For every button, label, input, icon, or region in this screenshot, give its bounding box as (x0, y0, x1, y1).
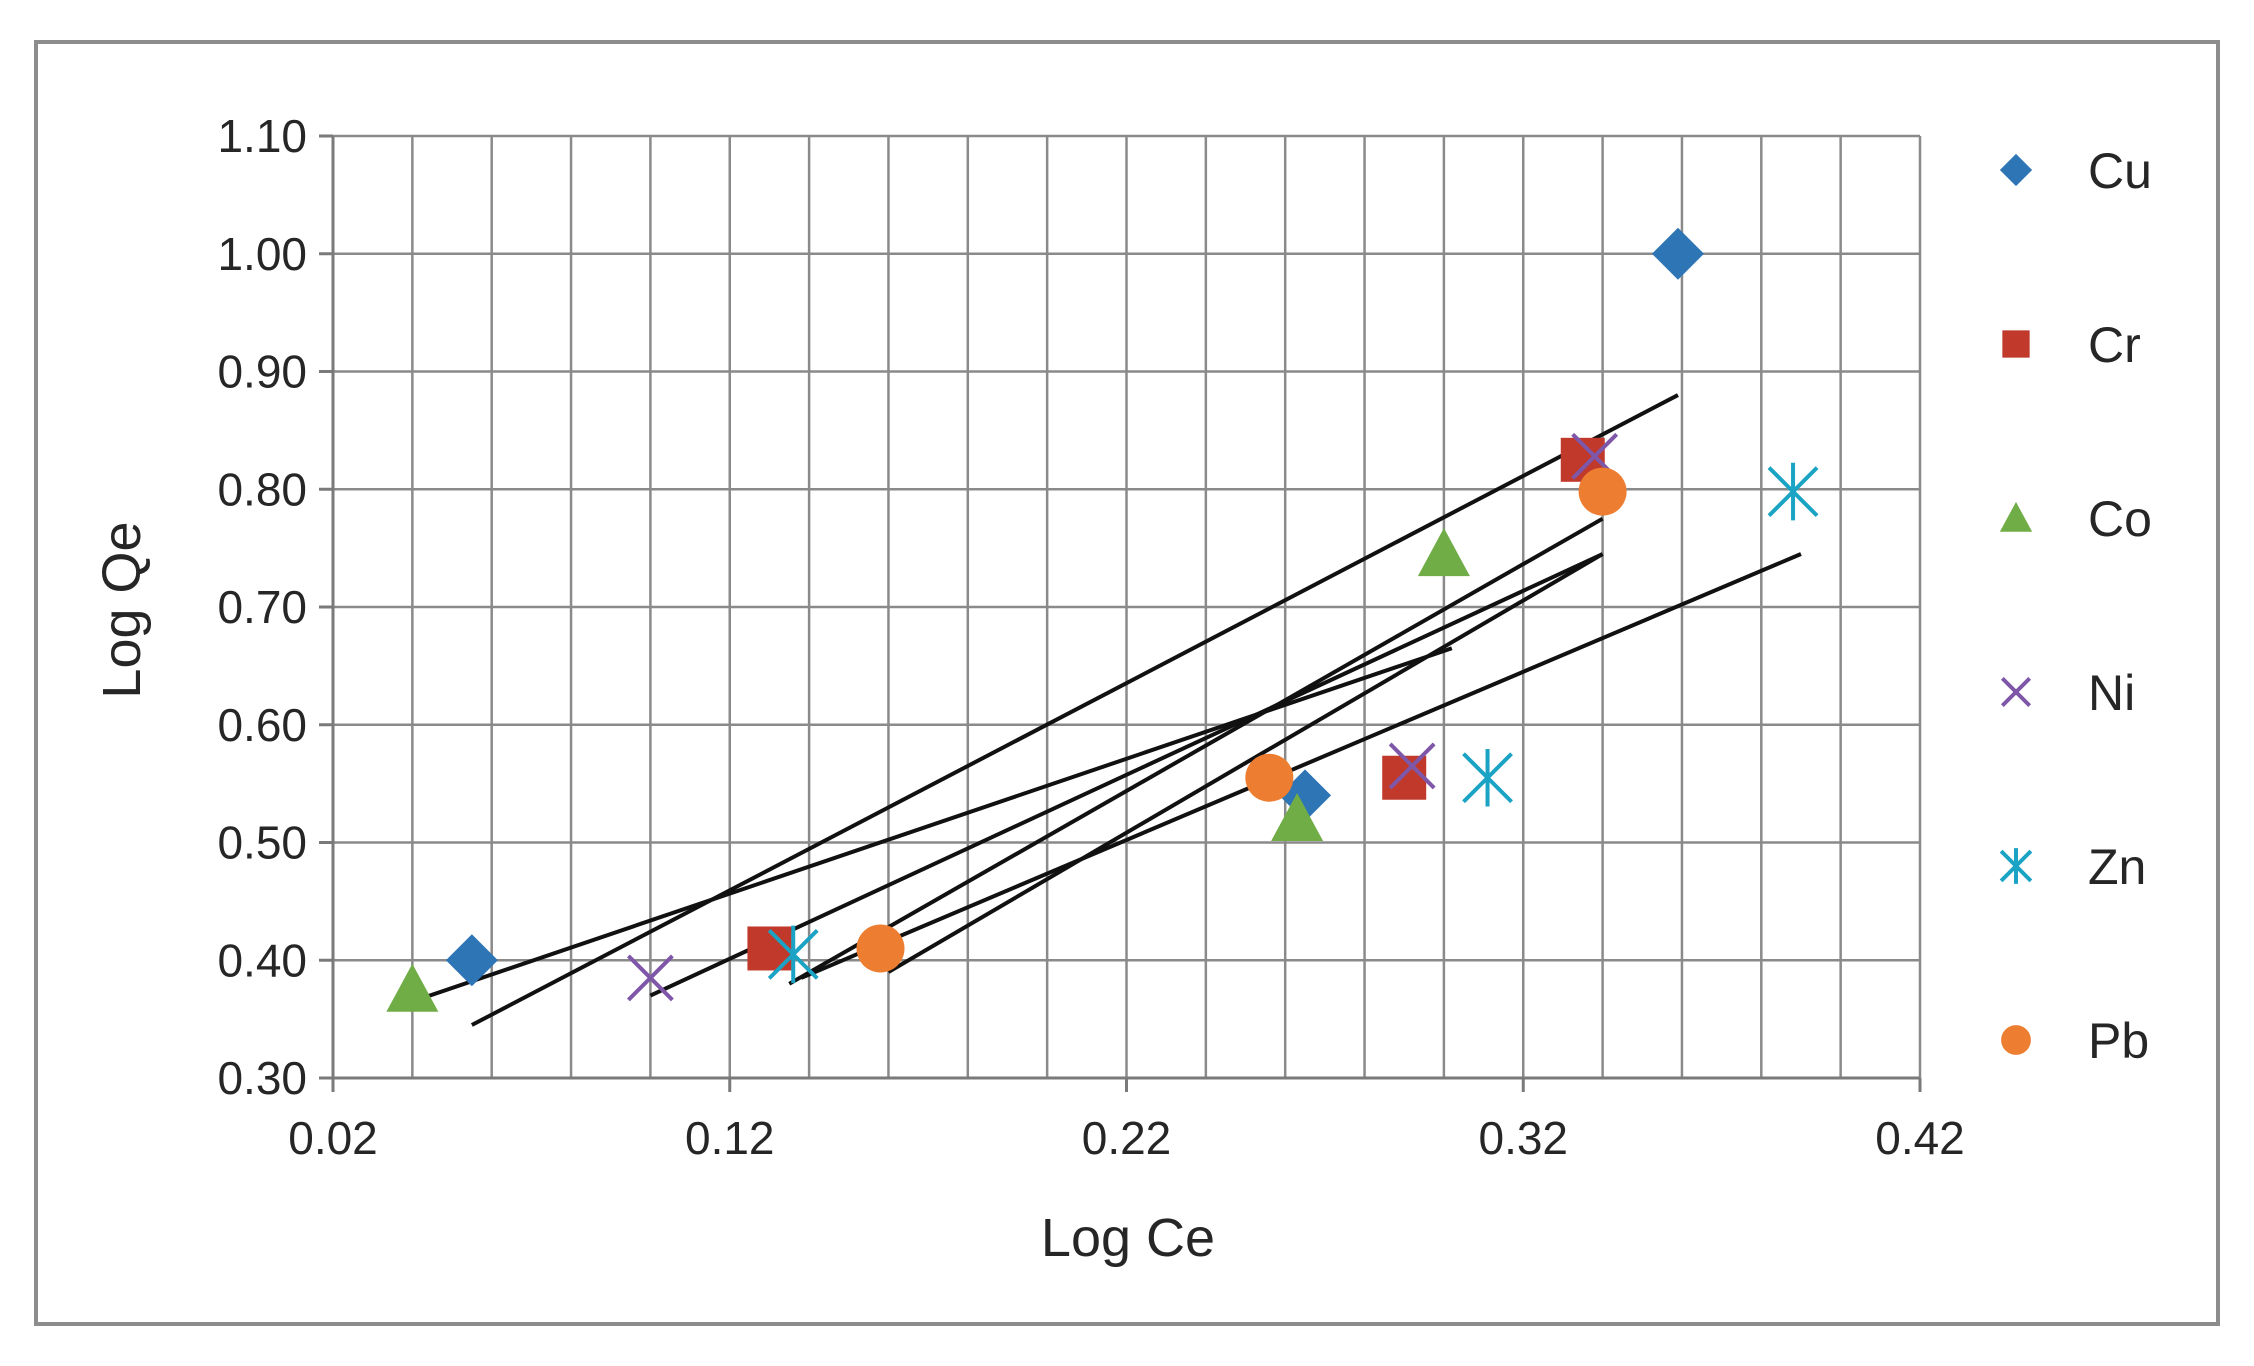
y-tick-label: 0.50 (217, 817, 307, 869)
legend-marker-cr (2002, 330, 2030, 358)
y-tick-label: 0.30 (217, 1052, 307, 1104)
y-tick-label: 1.10 (217, 110, 307, 162)
legend-marker-ni (2000, 676, 2032, 708)
point-co (1271, 792, 1324, 842)
legend-label-cu: Cu (2088, 143, 2152, 199)
point-pb (856, 924, 905, 973)
data-points (386, 227, 1819, 1012)
point-pb (1245, 753, 1294, 802)
axes: 0.30 0.40 0.50 0.60 0.70 0.80 0.90 1.00 1.10 0.02… (217, 110, 1964, 1164)
point-ni-stroke (1388, 742, 1436, 790)
legend-label-ni: Ni (2088, 665, 2135, 721)
point-pb (1578, 467, 1627, 516)
trendline-co (411, 646, 1453, 1004)
y-tick-label: 1.00 (217, 228, 307, 280)
trendline-ni (788, 516, 1604, 986)
point-cr (1382, 755, 1427, 800)
point-ni-stroke (626, 954, 674, 1002)
legend-marker-cu (1999, 153, 2033, 187)
y-axis-label: Log Qe (92, 521, 152, 698)
legend: Cu Cr Co Ni Zn Pb (1999, 143, 2152, 1069)
y-tick-label: 0.60 (217, 699, 307, 751)
y-tick-label: 0.70 (217, 581, 307, 633)
point-ni (1388, 742, 1436, 790)
grid (331, 134, 1922, 1080)
x-tick-label: 0.32 (1478, 1112, 1568, 1164)
y-tick-label: 0.90 (217, 346, 307, 398)
legend-marker-ni-stroke (2000, 676, 2032, 708)
legend-label-pb: Pb (2088, 1013, 2149, 1069)
point-zn (767, 925, 819, 984)
x-tick-label: 0.12 (685, 1112, 775, 1164)
point-co (1417, 528, 1470, 577)
y-tick-label: 0.80 (217, 463, 307, 515)
legend-marker-pb (2001, 1025, 2031, 1055)
point-cu (1651, 227, 1704, 280)
point-cu (445, 934, 498, 987)
legend-label-zn: Zn (2088, 839, 2146, 895)
legend-marker-zn (1999, 848, 2033, 884)
legend-marker-co (1999, 501, 2033, 532)
x-tick-label: 0.22 (1082, 1112, 1172, 1164)
point-zn (1767, 462, 1819, 521)
legend-label-cr: Cr (2088, 317, 2141, 373)
point-ni-stroke (1571, 432, 1619, 480)
point-co (386, 963, 439, 1012)
y-tick-label: 0.40 (217, 934, 307, 986)
trendline-zn (800, 552, 1802, 980)
x-tick-label: 0.02 (288, 1112, 378, 1164)
trendlines (411, 393, 1802, 1027)
trendline-cu (470, 393, 1679, 1027)
legend-label-co: Co (2088, 491, 2152, 547)
trendline-pb (887, 552, 1604, 974)
point-zn (1462, 748, 1513, 807)
x-tick-label: 0.42 (1875, 1112, 1965, 1164)
point-ni (626, 954, 674, 1002)
x-axis-label: Log Ce (1041, 1208, 1215, 1268)
trendline-cr (649, 552, 1604, 998)
